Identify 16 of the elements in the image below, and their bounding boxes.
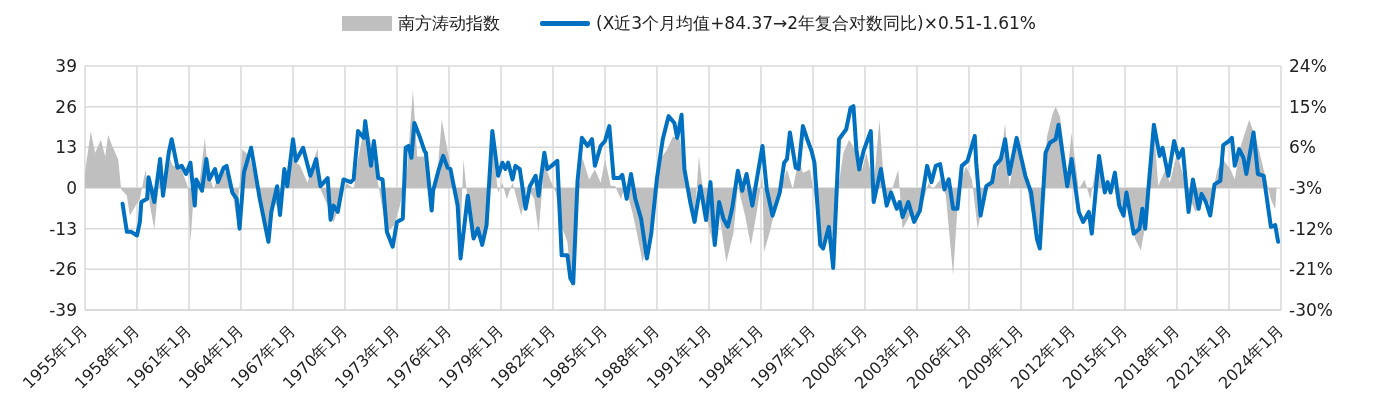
- y-tick-label: -39: [49, 300, 77, 321]
- y2-tick-label: 15%: [1289, 96, 1327, 117]
- y-tick-label: 39: [55, 56, 77, 77]
- legend-label: (X近3个月均值+84.37→2年复合对数同比)×0.51-1.61%: [596, 12, 1036, 35]
- y2-tick-label: 6%: [1289, 137, 1316, 158]
- y2-tick-label: -21%: [1289, 259, 1333, 280]
- y-tick-label: 13: [55, 137, 77, 158]
- y2-tick-label: 24%: [1289, 56, 1327, 77]
- y2-tick-label: -12%: [1289, 218, 1333, 239]
- y2-tick-label: -30%: [1289, 300, 1333, 321]
- legend-label: 南方涛动指数: [398, 12, 501, 35]
- y-tick-label: -13: [49, 218, 77, 239]
- y-tick-label: 0: [66, 178, 77, 199]
- y-tick-label: -26: [49, 259, 77, 280]
- y-tick-label: 26: [55, 96, 77, 117]
- y2-tick-label: -3%: [1289, 178, 1323, 199]
